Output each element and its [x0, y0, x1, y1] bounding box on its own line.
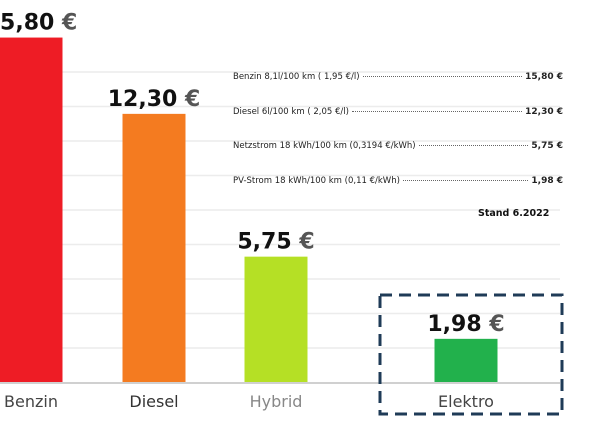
value-label: 15,80 € [0, 11, 77, 36]
legend-label: PV-Strom 18 kWh/100 km (0,11 €/kWh) [233, 175, 400, 186]
legend-row: Diesel 6l/100 km ( 2,05 €/l) 12,30 € [233, 107, 563, 142]
legend-label: Netzstrom 18 kWh/100 km (0,3194 €/kWh) [233, 141, 416, 151]
bars [0, 37, 498, 383]
highlight-box [378, 293, 564, 416]
leader-dots [402, 179, 529, 181]
value-label: 1,98 € [427, 312, 504, 337]
category-label: Benzin [4, 392, 58, 411]
legend-row: PV-Strom 18 kWh/100 km (0,11 €/kWh) 1,98… [233, 176, 563, 211]
date-note: Stand 6.2022 [478, 208, 550, 219]
bar-elektro [434, 338, 498, 382]
highlight-frame [378, 293, 564, 416]
legend-value: 5,75 € [531, 141, 563, 151]
legend-value: 15,80 € [525, 72, 563, 82]
category-label: Diesel [129, 392, 178, 411]
category-label: Elektro [438, 392, 494, 411]
value-label: 12,30 € [108, 87, 201, 112]
legend-row: Benzin 8,1l/100 km ( 1,95 €/l) 15,80 € [233, 72, 563, 107]
legend-value: 12,30 € [525, 106, 563, 117]
legend-label: Benzin 8,1l/100 km ( 1,95 €/l) [233, 72, 360, 82]
price-legend: Benzin 8,1l/100 km ( 1,95 €/l) 15,80 € D… [233, 72, 563, 210]
legend-value: 1,98 € [531, 175, 563, 186]
leader-dots [362, 76, 523, 77]
leader-dots [351, 110, 523, 112]
leader-dots [418, 145, 529, 146]
bar-diesel [122, 113, 186, 383]
bar-benzin [0, 37, 63, 383]
value-labels: 15,80 € 12,30 € 5,75 € 1,98 € [0, 11, 505, 337]
category-labels: Benzin Diesel Hybrid Elektro [4, 392, 494, 411]
bar-hybrid [244, 256, 308, 382]
category-label: Hybrid [250, 392, 303, 411]
legend-label: Diesel 6l/100 km ( 2,05 €/l) [233, 106, 349, 117]
legend-row: Netzstrom 18 kWh/100 km (0,3194 €/kWh) 5… [233, 141, 563, 176]
value-label: 5,75 € [237, 230, 314, 255]
